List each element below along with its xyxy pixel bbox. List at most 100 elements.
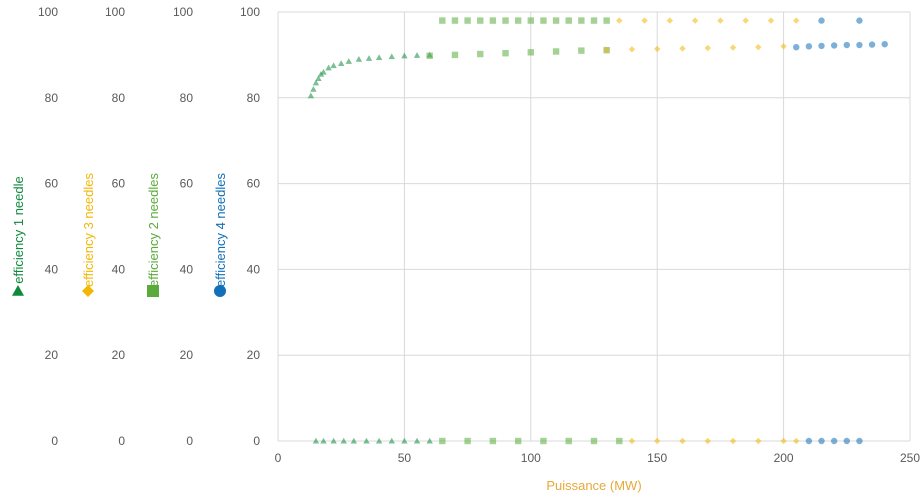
data-point [590,17,598,24]
secondary-y-tick-label: 0 [118,434,125,448]
secondary-y-axis-title: efficiency 3 needles [81,173,96,287]
series-group [426,17,623,445]
data-point [780,437,787,445]
data-point [320,68,327,75]
y-tick-label: 100 [240,5,260,19]
data-point [310,86,317,92]
data-point [451,51,459,59]
data-point [340,437,347,444]
secondary-y-tick-label: 20 [112,348,126,362]
data-point [388,53,395,60]
data-point [793,437,800,445]
data-point [729,44,737,51]
x-tick-label: 50 [398,451,412,465]
y-tick-label: 0 [253,434,260,448]
data-point [365,55,373,61]
secondary-y-tick-label: 80 [112,91,126,105]
data-point [565,17,572,24]
data-point [426,52,433,59]
data-point [603,17,610,24]
data-point [413,52,421,58]
secondary-y-tick-label: 80 [180,91,194,105]
data-point [401,437,408,444]
data-point [578,47,585,54]
data-point [628,46,636,53]
data-point [451,17,459,24]
data-point [312,437,320,444]
data-point [439,17,446,24]
secondary-y-axis-title: efficiency 1 needle [11,176,26,283]
data-point [742,17,749,24]
data-point [818,17,825,24]
data-point [315,75,322,82]
series-group [793,17,888,445]
data-point [502,49,509,57]
data-point [338,60,345,67]
data-point [578,17,585,24]
data-point [856,437,863,445]
series-group [307,51,433,444]
x-tick-label: 250 [900,451,920,465]
data-point [603,46,610,53]
data-point [818,42,825,50]
data-point [818,437,825,445]
data-point [805,43,813,50]
secondary-y-tick-label: 100 [173,5,193,19]
data-point [616,437,623,445]
y-tick-label: 20 [247,348,261,362]
data-point [654,45,661,53]
y-tick-label: 60 [247,177,261,191]
data-point [345,58,352,64]
legend-marker-icon [147,285,159,297]
data-point [375,54,383,61]
data-point [477,17,484,24]
secondary-y-tick-label: 100 [38,5,58,19]
data-point [793,17,800,24]
x-tick-label: 200 [774,451,794,465]
data-point [307,92,315,99]
data-point [881,40,888,48]
secondary-y-tick-label: 60 [180,177,194,191]
data-point [413,437,421,444]
data-point [489,17,497,24]
data-point [527,17,534,24]
data-point [375,437,383,444]
data-point [464,17,471,24]
data-point [514,17,522,24]
secondary-y-tick-label: 80 [45,91,59,105]
data-point [477,50,484,58]
data-point [590,437,598,445]
data-point [691,17,699,24]
points-layer [307,17,888,445]
data-point [565,437,572,445]
data-point [679,437,686,445]
legend-marker-icon [12,285,24,296]
data-point [780,43,787,50]
secondary-y-tick-label: 100 [105,5,125,19]
secondary-y-tick-label: 0 [51,434,58,448]
x-axis-layer: 0 50 100 150 200 250 [275,451,921,465]
data-point [330,62,337,69]
data-point [704,44,711,52]
data-point [426,437,433,444]
data-point [363,437,370,444]
data-point [793,43,800,51]
x-axis-title: Puissance (MW) [546,478,641,493]
x-tick-label: 0 [275,451,282,465]
legend-marker-icon [82,285,94,297]
data-point [628,437,636,445]
secondary-y-tick-label: 20 [45,348,59,362]
y-tick-label: 40 [247,262,261,276]
data-point [401,52,408,59]
data-point [729,437,737,445]
secondary-y-tick-label: 60 [45,177,59,191]
data-point [355,55,363,62]
secondary-y-tick-label: 40 [45,262,59,276]
series-group [603,17,800,445]
data-point [320,437,327,444]
data-point [717,17,724,24]
secondary-y-axis-title: efficiency 2 needles [146,173,161,287]
data-point [514,437,522,445]
